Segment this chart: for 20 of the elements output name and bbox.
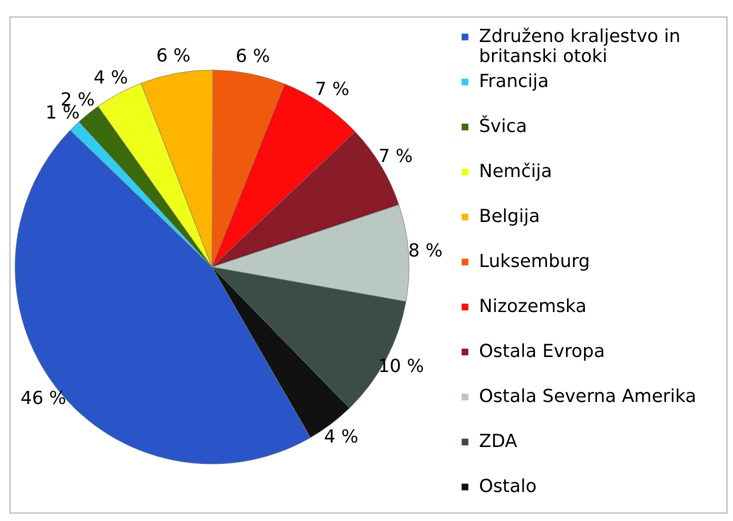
data-label: 7 % (315, 78, 350, 100)
data-label: 6 % (156, 46, 191, 67)
legend-label: Švica (479, 115, 528, 137)
legend-label: Ostalo (479, 476, 537, 497)
legend-label: Nemčija (479, 161, 552, 182)
legend-label: Ostala Evropa (479, 341, 605, 362)
legend-label: ZDA (479, 431, 518, 452)
data-label: 4 % (94, 67, 128, 88)
legend-label: Združeno kraljestvo in britanski otoki (479, 26, 680, 67)
legend-label: Belgija (479, 206, 540, 227)
legend-label: Nizozemska (479, 296, 586, 317)
legend-label: Francija (479, 71, 549, 92)
data-label: 4 % (324, 426, 358, 448)
legend-label: Luksemburg (479, 251, 590, 272)
data-label: 6 % (236, 46, 270, 67)
data-label: 7 % (378, 146, 413, 168)
legend-label: Ostala Severna Amerika (479, 386, 696, 407)
data-label: 46 % (20, 388, 66, 409)
data-label: 8 % (408, 240, 443, 262)
data-label: 10 % (378, 356, 424, 378)
